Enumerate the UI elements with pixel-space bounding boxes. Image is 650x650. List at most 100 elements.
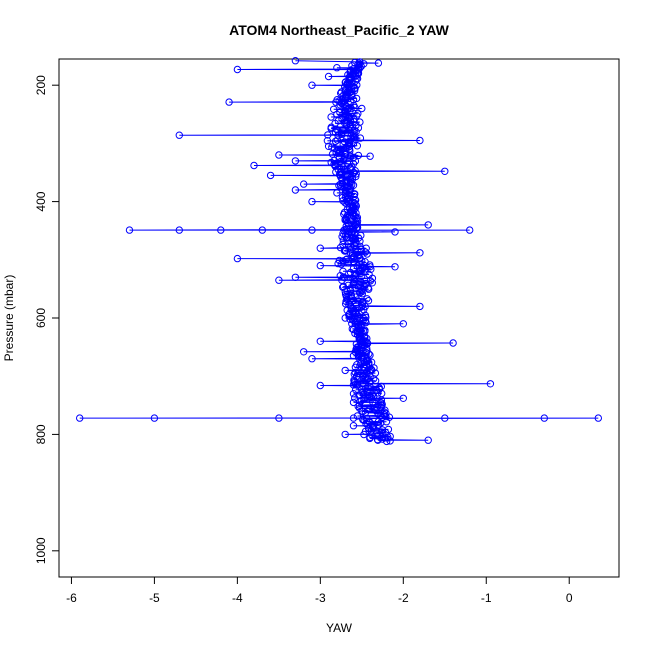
x-tick-label: -5 (149, 591, 160, 605)
data-point (275, 151, 283, 159)
data-point (351, 284, 359, 293)
data-point (357, 269, 365, 277)
data-point (466, 226, 474, 234)
data-point (339, 282, 348, 291)
data-point (391, 263, 399, 271)
data-point (333, 136, 342, 144)
data-point (333, 64, 341, 72)
data-point (334, 259, 342, 268)
data-point (150, 414, 159, 422)
data-point (360, 60, 368, 68)
data-point (266, 171, 275, 180)
data-point (308, 81, 316, 89)
data-point (334, 146, 342, 155)
data-point (416, 302, 424, 311)
data-point (333, 189, 341, 197)
data-point (300, 180, 308, 188)
data-point (351, 363, 360, 371)
data-point (349, 414, 358, 422)
data-point (233, 65, 242, 74)
data-point (343, 120, 351, 128)
data-point (250, 161, 258, 170)
x-axis: -6 -5 -4 -3 -2 -1 0 (66, 577, 573, 605)
data-point (175, 226, 184, 234)
data-point (349, 422, 358, 430)
data-point (300, 348, 308, 356)
data-point (258, 226, 266, 234)
data-point (341, 247, 349, 255)
data-point (356, 237, 364, 245)
data-point (316, 244, 324, 252)
data-point (441, 167, 449, 176)
data-point (335, 256, 344, 265)
data-point (416, 136, 424, 145)
data-point (275, 414, 283, 422)
data-point (341, 366, 349, 375)
data-point (336, 158, 344, 166)
data-point (374, 421, 382, 430)
data-point (351, 103, 359, 112)
data-point (358, 290, 366, 298)
data-point (360, 430, 368, 439)
data-point (369, 423, 378, 431)
data-point (363, 375, 372, 384)
data-point (343, 255, 351, 263)
data-point (374, 59, 383, 67)
data-point (344, 259, 353, 267)
data-point (338, 130, 346, 139)
data-point (316, 261, 324, 270)
data-point (359, 363, 368, 371)
y-tick-label: 1000 (34, 537, 48, 564)
data-point (386, 437, 394, 445)
data-point (399, 394, 407, 402)
data-point (355, 65, 363, 74)
data-point (76, 414, 84, 422)
x-tick-label: -4 (232, 591, 243, 605)
data-point (354, 402, 362, 411)
data-point (366, 152, 374, 160)
chart-title: ATOM4 Northeast_Pacific_2 YAW (229, 22, 449, 38)
data-point (175, 131, 184, 139)
x-tick-label: 0 (566, 591, 573, 605)
data-point (424, 221, 432, 229)
y-tick-label: 800 (34, 424, 48, 444)
data-point (341, 314, 349, 322)
data-point (366, 434, 374, 443)
data-point (346, 268, 355, 277)
data-point (357, 272, 366, 281)
data-point (378, 435, 386, 443)
data-point (341, 430, 349, 439)
data-point (594, 414, 602, 422)
data-point (349, 398, 358, 407)
data-point (366, 367, 375, 375)
data-point (331, 119, 339, 128)
data-point (308, 226, 316, 234)
data-point (349, 352, 358, 360)
data-point (374, 436, 382, 444)
x-tick-label: -3 (315, 591, 326, 605)
data-point (363, 250, 371, 258)
data-point (308, 197, 316, 206)
data-point (350, 192, 358, 201)
data-point (338, 115, 346, 123)
data-point (291, 186, 300, 194)
data-point (291, 157, 300, 165)
data-point (353, 381, 362, 389)
data-point (441, 414, 449, 422)
data-point (399, 320, 407, 328)
data-point (347, 174, 355, 182)
data-point (341, 199, 349, 207)
data-point (339, 229, 347, 238)
y-tick-label: 600 (34, 308, 48, 328)
x-tick-label: -2 (398, 591, 409, 605)
data-point (356, 288, 364, 297)
data-point (352, 386, 360, 394)
data-point (337, 260, 345, 268)
data-point (540, 414, 548, 422)
data-point (362, 244, 370, 252)
data-point (349, 281, 357, 289)
data-point (351, 241, 359, 249)
data-point (125, 226, 134, 234)
data-point (349, 224, 358, 232)
